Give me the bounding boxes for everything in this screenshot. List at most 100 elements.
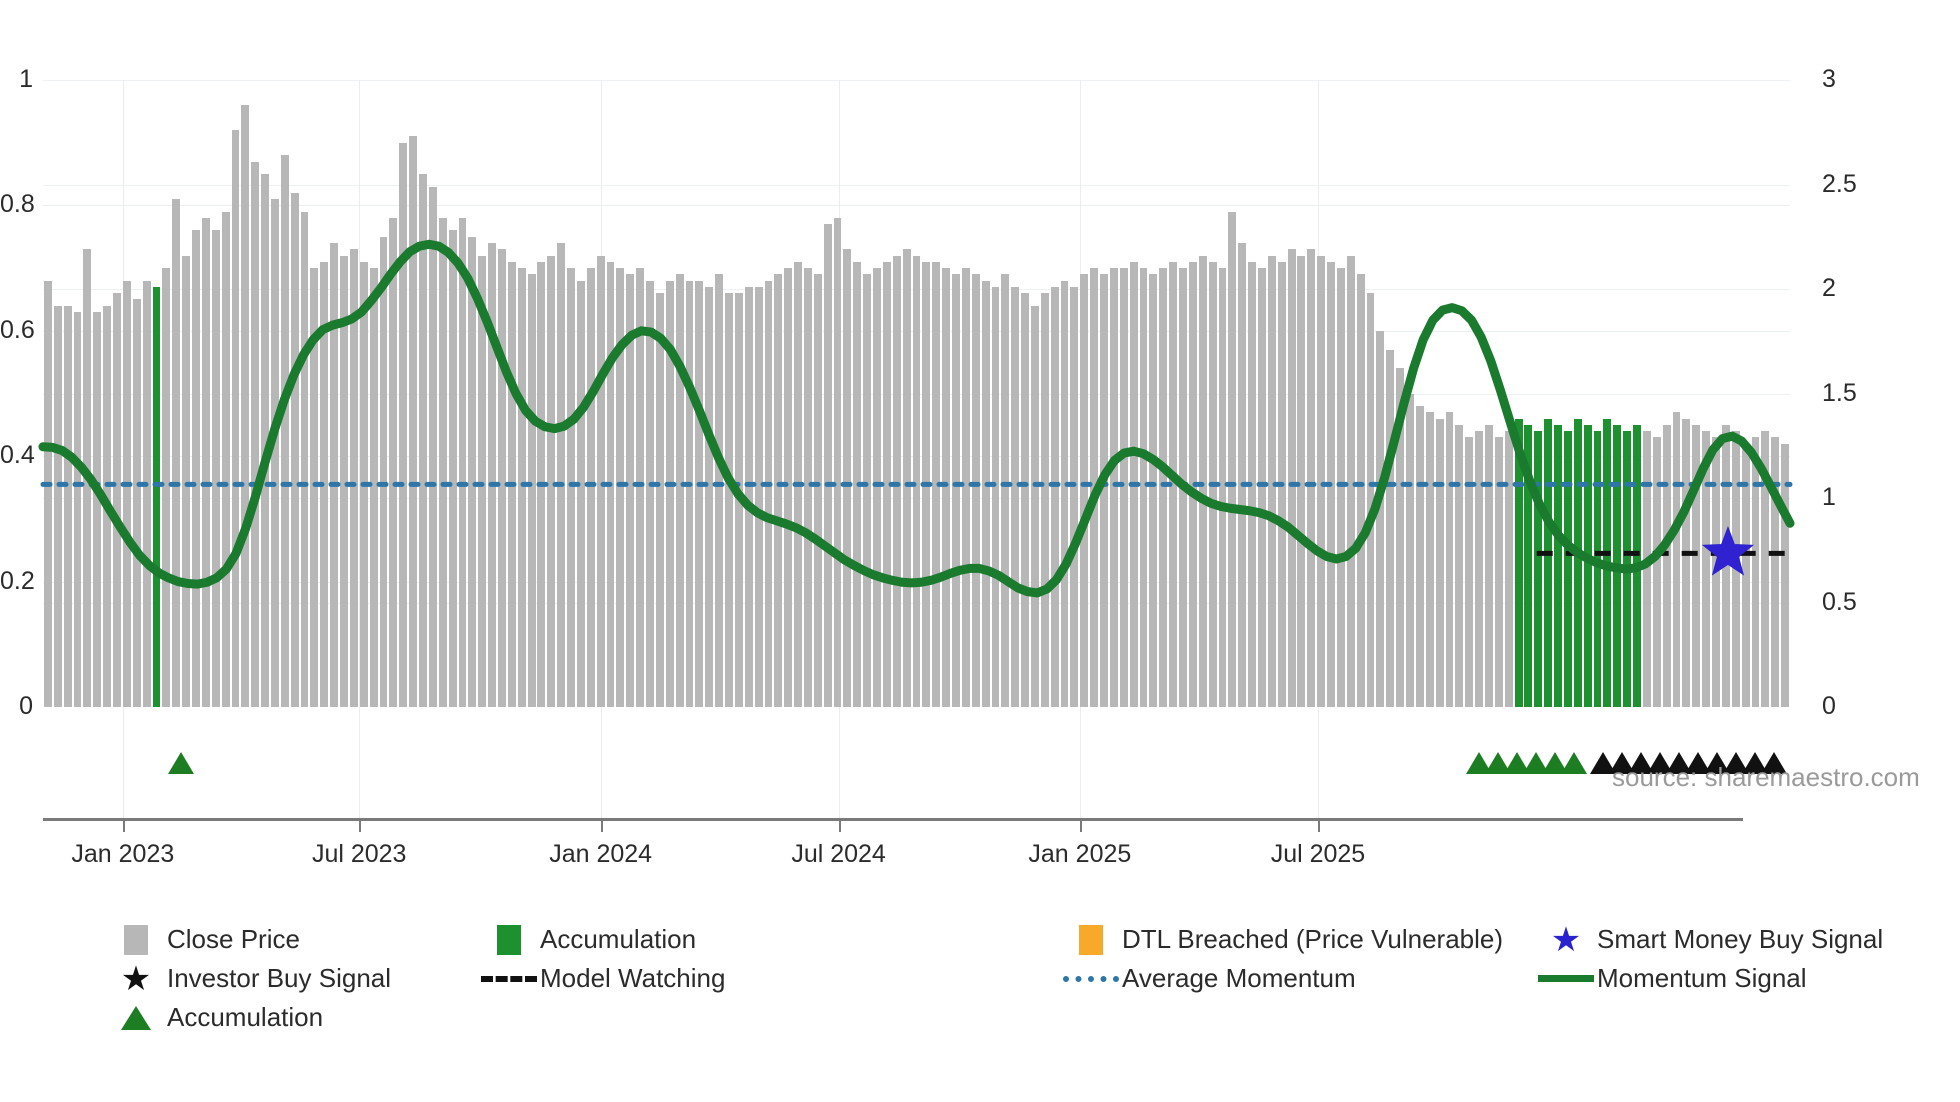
bar-close-price [1731,431,1740,707]
legend-dtl-breached[interactable]: DTL Breached (Price Vulnerable) [1060,920,1503,959]
y-label-right-1.5: 1.5 [1822,378,1857,407]
bar-accumulation [1563,431,1572,707]
legend-label: Investor Buy Signal [167,963,392,993]
bar-close-price [1721,424,1730,707]
gridline-right-3 [43,80,1790,81]
bar-close-price [1435,418,1444,707]
y-label-left-0.8: 0.8 [0,190,35,219]
y-label-left-0.4: 0.4 [0,441,35,470]
bar-close-price [389,217,398,707]
legend-smart-money[interactable]: ★ Smart Money Buy Signal [1535,920,1883,959]
bar-close-price [1751,437,1760,707]
y-label-left-1: 1 [19,65,33,93]
bar-close-price [172,199,181,707]
bar-close-price [280,155,289,707]
square-swatch-icon [1060,924,1122,955]
bar-close-price [399,142,408,707]
bar-close-price [488,243,497,707]
bar-close-price [211,230,220,707]
bar-accumulation [1603,418,1612,707]
bar-close-price [349,249,358,707]
bar-accumulation [1514,418,1523,707]
bar-close-price [813,274,822,707]
legend-close-price[interactable]: Close Price [105,920,300,959]
bar-close-price [1139,268,1148,707]
bar-close-price [330,243,339,707]
x-tick-label-jan-2023: Jan 2023 [71,840,175,868]
bar-close-price [409,136,418,707]
bar-close-price [942,268,951,707]
bar-close-price [1248,261,1257,707]
bar-close-price [369,268,378,707]
legend-model-watching[interactable]: Model Watching [478,959,725,998]
bar-close-price [1445,412,1454,707]
bar-close-price [675,274,684,707]
bar-close-price [1159,268,1168,707]
bar-close-price [843,249,852,707]
bar-close-price [419,174,427,707]
bar-close-price [991,286,1000,707]
triangle-up-icon [105,1005,167,1030]
accumulation-triangle-marker [1560,752,1587,774]
bar-close-price [1317,255,1326,707]
star-icon: ★ [120,959,152,998]
bar-close-price [1642,431,1651,707]
bar-close-price [1011,286,1020,707]
legend-label: Accumulation [167,1002,324,1032]
bar-close-price [201,217,210,707]
bar-close-price [863,274,872,707]
bar-close-price [359,261,368,707]
legend-accumulation-bar[interactable]: Accumulation [478,920,696,959]
bar-close-price [1040,293,1049,707]
bar-close-price [478,255,487,707]
bar-close-price [1307,249,1316,707]
bar-close-price [142,280,151,707]
legend-label: Accumulation [540,924,697,954]
bar-close-price [507,261,516,707]
bar-close-price [527,274,536,707]
bar-close-price [537,261,546,707]
bar-close-price [1455,424,1464,707]
bar-close-price [616,268,625,707]
bar-close-price [1100,274,1108,707]
legend-average-momentum[interactable]: Average Momentum [1060,959,1356,998]
bar-close-price [498,249,506,707]
bar-accumulation [1534,431,1543,707]
bar-close-price [1346,255,1355,707]
bar-close-price [734,293,743,707]
bar-close-price [270,199,279,707]
bar-close-price [1504,431,1513,707]
bar-close-price [290,192,299,707]
bar-accumulation [1613,424,1622,707]
bar-close-price [438,217,447,707]
bar-close-price [448,230,457,707]
bar-close-price [912,255,921,707]
bar-close-price [1366,293,1375,707]
x-tick-label-jan-2024: Jan 2024 [549,840,653,868]
legend-momentum-signal[interactable]: Momentum Signal [1535,959,1807,998]
bar-close-price [162,268,171,707]
bar-close-price [665,280,674,707]
square-swatch-icon [105,924,167,955]
bar-close-price [43,280,52,707]
legend-accumulation-marker[interactable]: Accumulation [105,998,323,1037]
square-swatch-icon [478,924,540,955]
bar-close-price [1702,431,1711,707]
legend-label: Close Price [167,924,300,954]
bar-close-price [1188,261,1197,707]
bar-close-price [1336,268,1345,707]
bar-close-price [1070,286,1079,707]
bar-close-price [646,280,654,707]
x-tick-label-jul-2024: Jul 2024 [791,840,886,868]
dotted-line-icon [1060,975,1122,982]
x-tick-mark [122,818,125,832]
bar-close-price [922,261,931,707]
legend-row: Close Price Accumulation DTL Breached (Pri… [0,920,1960,959]
bar-close-price [1327,261,1335,707]
bar-close-price [1761,431,1770,707]
legend-investor-buy[interactable]: ★ Investor Buy Signal [105,959,391,998]
bar-close-price [1406,393,1414,707]
bar-close-price [1652,437,1661,707]
x-tick-mark [600,818,603,832]
bar-close-price [1267,255,1276,707]
